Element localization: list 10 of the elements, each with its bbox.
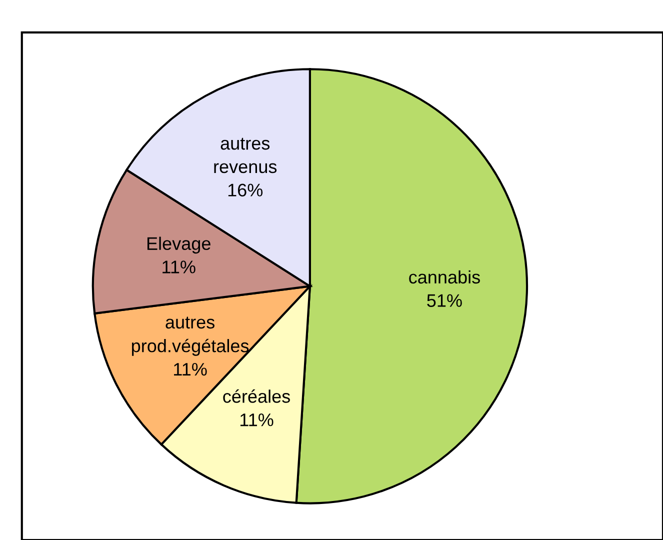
data-label: 11% — [240, 414, 274, 426]
slice-label: Elevage — [147, 236, 210, 254]
slice-label: céréales — [223, 389, 290, 403]
data-label: 16% — [228, 184, 263, 196]
slice-label: autres prod.végétales — [132, 316, 249, 356]
slice-label: autres revenus — [214, 138, 277, 174]
data-label: 51% — [427, 294, 462, 307]
slice-label: cannabis — [409, 270, 480, 284]
data-label: 11% — [162, 260, 196, 274]
data-label: 11% — [174, 362, 207, 376]
